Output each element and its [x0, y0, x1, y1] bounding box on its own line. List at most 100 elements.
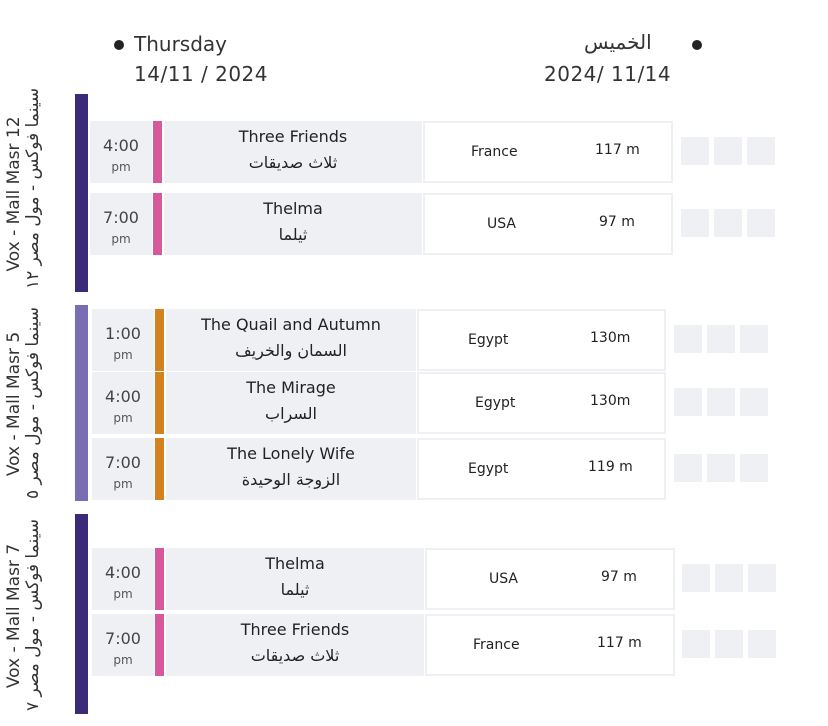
info-cell: Egypt 130m [417, 372, 666, 434]
square [747, 209, 775, 237]
time: 1:00 [105, 324, 141, 343]
category-stripe [155, 614, 164, 676]
screening-row[interactable]: 1:00 pm The Quail and Autumn السمان والخ… [92, 309, 782, 371]
ampm: pm [111, 160, 131, 174]
category-stripe [153, 121, 162, 183]
venue-name-ar: سينما فوكس - مول مصر ٥ [23, 307, 43, 499]
film-title-en: Thelma [265, 554, 325, 573]
bullet-ar [692, 40, 702, 50]
square [715, 630, 743, 658]
bullet-en [114, 40, 124, 50]
venue-bar-3 [75, 514, 88, 714]
country: USA [487, 216, 516, 232]
venue-bar-2 [75, 305, 88, 501]
square [707, 454, 735, 482]
duration: 97 m [599, 214, 635, 230]
film-title-ar: ثيلما [280, 580, 310, 599]
square [747, 137, 775, 165]
film-title-ar: ثلاث صديقات [250, 646, 340, 665]
info-cell: Egypt 130m [417, 309, 666, 371]
screening-row[interactable]: 4:00 pm Three Friends ثلاث صديقات France… [90, 121, 780, 183]
category-stripe [155, 309, 164, 371]
time-cell: 4:00 pm [90, 121, 152, 183]
category-stripe [153, 193, 162, 255]
time: 4:00 [105, 563, 141, 582]
square [714, 209, 742, 237]
film-title-ar: ثيلما [278, 225, 308, 244]
country: France [471, 144, 518, 160]
info-cell: Egypt 119 m [417, 438, 666, 500]
film-title-ar: الزوجة الوحيدة [241, 470, 341, 489]
date-english: 14/11 / 2024 [134, 62, 268, 86]
info-cell: France 117 m [423, 121, 673, 183]
screening-row[interactable]: 7:00 pm Thelma ثيلما USA 97 m [90, 193, 780, 255]
info-cell: France 117 m [425, 614, 675, 676]
square [740, 325, 768, 353]
time-cell: 7:00 pm [90, 193, 152, 255]
ampm: pm [113, 587, 133, 601]
venue-bar-1 [75, 94, 88, 292]
duration: 119 m [588, 459, 633, 475]
square [681, 137, 709, 165]
title-cell: Thelma ثيلما [164, 193, 422, 255]
ampm: pm [113, 348, 133, 362]
day-english: Thursday [134, 32, 227, 56]
film-title-en: The Mirage [246, 378, 336, 397]
country: USA [489, 571, 518, 587]
square [707, 388, 735, 416]
country: Egypt [468, 332, 509, 348]
title-cell: The Lonely Wife الزوجة الوحيدة [166, 438, 416, 500]
ampm: pm [113, 653, 133, 667]
category-stripe [155, 548, 164, 610]
film-title-en: Three Friends [238, 127, 348, 146]
square [682, 564, 710, 592]
info-cell: USA 97 m [423, 193, 673, 255]
info-cell: USA 97 m [425, 548, 675, 610]
venue-name-ar: سينما فوكس - مول مصر ٧ [23, 519, 43, 711]
country: Egypt [475, 395, 516, 411]
category-stripe [155, 438, 164, 500]
time: 7:00 [105, 453, 141, 472]
category-stripe [155, 372, 164, 434]
square [715, 564, 743, 592]
square [714, 137, 742, 165]
screening-row[interactable]: 7:00 pm The Lonely Wife الزوجة الوحيدة E… [92, 438, 782, 500]
square [748, 564, 776, 592]
ampm: pm [113, 411, 133, 425]
time: 7:00 [105, 629, 141, 648]
time-cell: 1:00 pm [92, 309, 154, 371]
date-arabic: 2024/ 11/14 [544, 62, 672, 86]
country: France [473, 637, 520, 653]
ampm: pm [111, 232, 131, 246]
film-title-en: Three Friends [240, 620, 350, 639]
time-cell: 7:00 pm [92, 614, 154, 676]
time: 4:00 [105, 387, 141, 406]
square [740, 388, 768, 416]
venue-label-3: Vox - Mall Masr 7 سينما فوكس - مول مصر ٧ [4, 519, 45, 711]
duration: 117 m [595, 142, 640, 158]
square [674, 325, 702, 353]
square [707, 325, 735, 353]
title-cell: Thelma ثيلما [166, 548, 424, 610]
film-title-ar: السراب [265, 404, 317, 423]
screening-row[interactable]: 7:00 pm Three Friends ثلاث صديقات France… [92, 614, 782, 676]
duration: 117 m [597, 635, 642, 651]
screening-row[interactable]: 4:00 pm The Mirage السراب Egypt 130m [92, 372, 782, 434]
time-cell: 4:00 pm [92, 372, 154, 434]
day-arabic: الخميس [584, 30, 652, 54]
time-cell: 7:00 pm [92, 438, 154, 500]
venue-name-en: Vox - Mall Masr 12 [4, 116, 24, 272]
square [682, 630, 710, 658]
film-title-en: The Quail and Autumn [201, 315, 381, 334]
duration: 97 m [601, 569, 637, 585]
square [674, 388, 702, 416]
duration: 130m [590, 393, 631, 409]
screening-row[interactable]: 4:00 pm Thelma ثيلما USA 97 m [92, 548, 782, 610]
title-cell: Three Friends ثلاث صديقات [166, 614, 424, 676]
time-cell: 4:00 pm [92, 548, 154, 610]
square [740, 454, 768, 482]
film-title-ar: ثلاث صديقات [248, 153, 338, 172]
film-title-en: Thelma [263, 199, 323, 218]
film-title-ar: السمان والخريف [235, 341, 347, 360]
title-cell: Three Friends ثلاث صديقات [164, 121, 422, 183]
